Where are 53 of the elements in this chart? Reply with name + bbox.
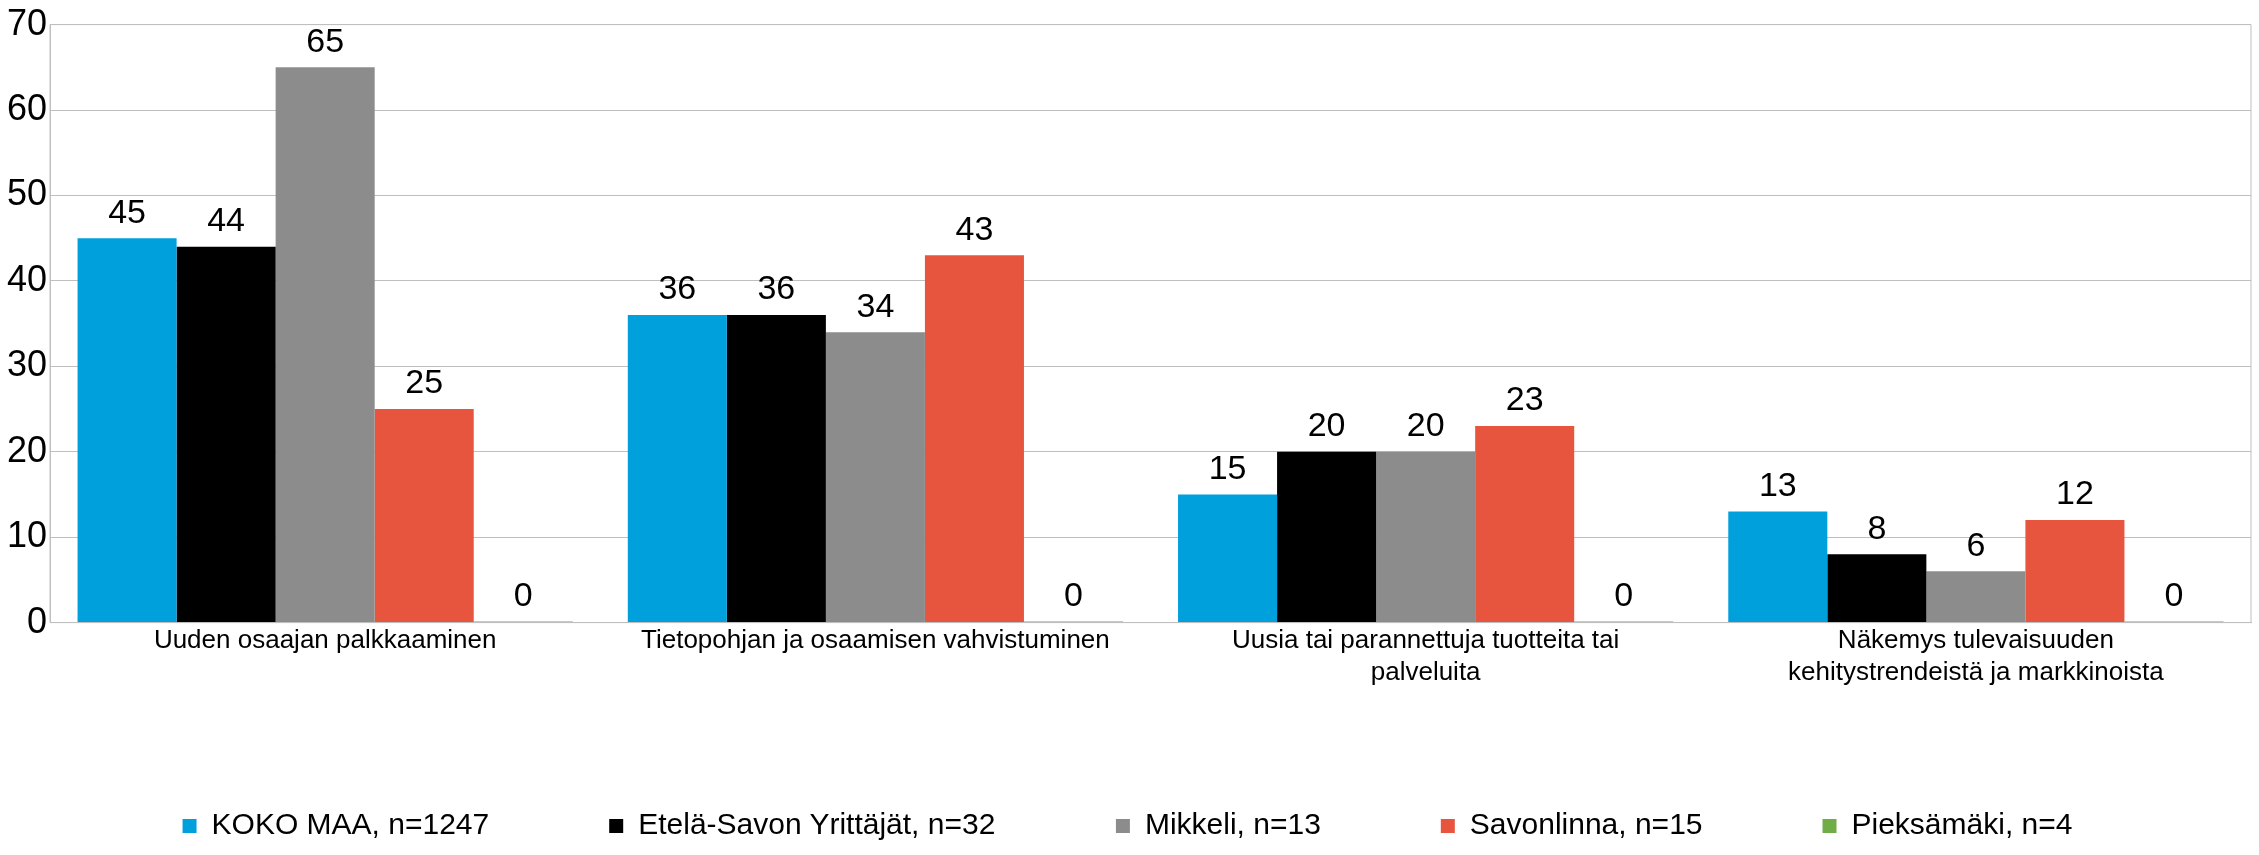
x-tick-label: Tietopohjan ja osaamisen vahvistuminen (641, 624, 1110, 655)
legend-label: Mikkeli, n=13 (1144, 807, 1321, 841)
bar (825, 332, 925, 623)
bar (1277, 451, 1377, 623)
data-label: 25 (405, 362, 444, 401)
bar (1728, 511, 1828, 623)
data-label: 0 (2164, 574, 2184, 613)
y-tick-label: 40 (7, 257, 48, 299)
data-label: 15 (1208, 447, 1247, 486)
data-label: 0 (513, 574, 533, 613)
bar (275, 67, 375, 623)
bar (1475, 426, 1575, 623)
bar (627, 315, 727, 623)
y-tick-label: 10 (7, 514, 48, 556)
data-label: 0 (1614, 574, 1634, 613)
legend-label: Etelä-Savon Yrittäjät, n=32 (638, 807, 996, 841)
data-label: 34 (856, 285, 895, 324)
data-label: 43 (955, 208, 994, 247)
legend-label: KOKO MAA, n=1247 (211, 807, 490, 841)
bar (1827, 554, 1927, 623)
data-label: 20 (1406, 405, 1445, 444)
y-tick-label: 20 (7, 428, 48, 470)
data-label: 45 (108, 191, 146, 230)
data-label: 23 (1505, 379, 1544, 418)
legend-label: Savonlinna, n=15 (1469, 807, 1703, 841)
data-label: 36 (757, 268, 796, 307)
y-tick-label: 0 (27, 599, 48, 641)
data-label: 13 (1758, 464, 1797, 503)
bar (726, 315, 826, 623)
data-label: 0 (1064, 574, 1083, 613)
y-tick-label: 60 (7, 86, 48, 128)
data-label: 44 (207, 200, 246, 239)
data-label: 8 (1867, 507, 1887, 546)
data-label: 6 (1966, 524, 1986, 563)
data-label: 12 (2056, 473, 2094, 512)
x-tick-label: Uusia tai parannettuja tuotteita tai palveluita (1231, 624, 1620, 686)
data-label: 36 (658, 268, 697, 307)
bar (77, 238, 177, 623)
data-label: 65 (306, 20, 345, 59)
bar (1926, 571, 2026, 623)
bar (924, 255, 1024, 623)
legend-label: Pieksämäki, n=4 (1851, 807, 2073, 841)
y-tick-label: 70 (7, 1, 48, 43)
bar (1376, 451, 1476, 623)
bar (2025, 520, 2125, 623)
data-label: 20 (1307, 405, 1346, 444)
x-tick-label: Uuden osaajan palkkaaminen (153, 624, 497, 655)
x-tick-label: Näkemys tulevaisuuden kehitystrendeistä ja markkinoista (1788, 624, 2165, 686)
bar (1178, 494, 1278, 623)
y-tick-label: 30 (7, 343, 48, 385)
bar (176, 246, 276, 623)
bar (374, 409, 474, 623)
y-tick-label: 50 (7, 172, 48, 214)
